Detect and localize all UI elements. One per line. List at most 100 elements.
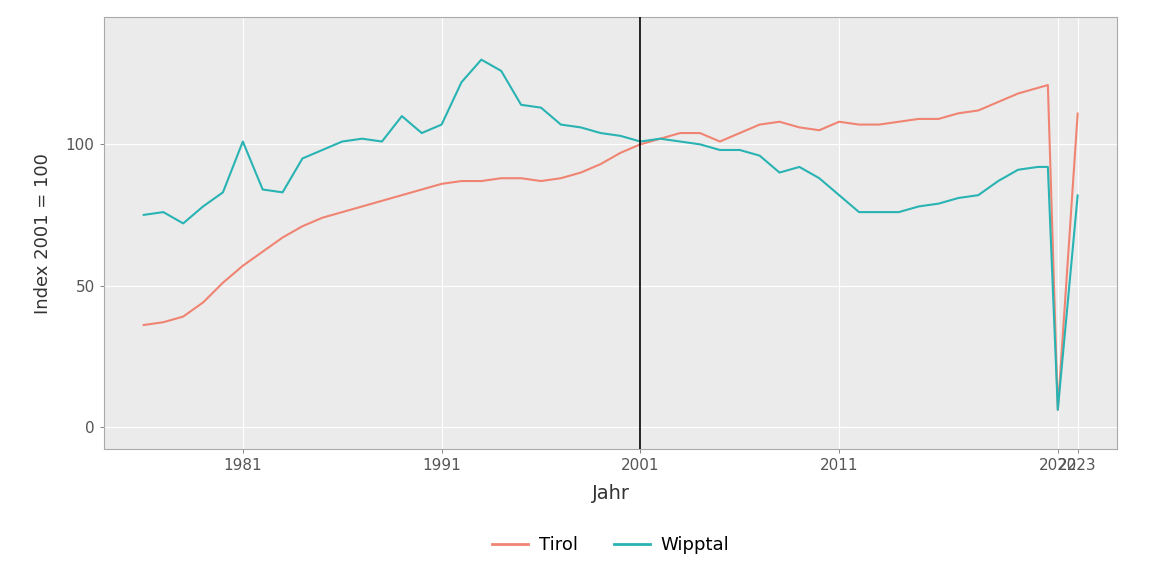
Tirol [535, 177, 548, 184]
Wipptal [812, 175, 826, 181]
Wipptal [335, 138, 349, 145]
Line: Tirol: Tirol [144, 85, 1077, 410]
Wipptal [752, 152, 766, 159]
Legend: Tirol, Wipptal: Tirol, Wipptal [485, 529, 736, 561]
Tirol [694, 130, 707, 137]
Wipptal [733, 146, 746, 153]
Wipptal [872, 209, 886, 215]
Wipptal [376, 138, 389, 145]
Tirol [971, 107, 985, 114]
Tirol [554, 175, 568, 181]
Wipptal [256, 186, 270, 193]
Wipptal [952, 195, 965, 202]
Tirol [376, 198, 389, 204]
Wipptal [475, 56, 488, 63]
Tirol [832, 118, 846, 125]
Wipptal [971, 192, 985, 199]
Tirol [733, 130, 746, 137]
Tirol [892, 118, 905, 125]
Tirol [196, 299, 210, 306]
X-axis label: Jahr: Jahr [592, 484, 629, 503]
Wipptal [494, 67, 508, 74]
Wipptal [1070, 192, 1084, 199]
Wipptal [593, 130, 607, 137]
Wipptal [296, 155, 310, 162]
Tirol [296, 223, 310, 230]
Tirol [673, 130, 687, 137]
Wipptal [176, 220, 190, 227]
Wipptal [137, 211, 151, 218]
Tirol [275, 234, 289, 241]
Tirol [395, 192, 409, 199]
Wipptal [991, 177, 1005, 184]
Tirol [1070, 110, 1084, 117]
Tirol [475, 177, 488, 184]
Wipptal [1041, 164, 1055, 170]
Tirol [355, 203, 369, 210]
Tirol [1051, 406, 1064, 413]
Wipptal [535, 104, 548, 111]
Wipptal [1011, 166, 1025, 173]
Tirol [932, 115, 946, 122]
Wipptal [694, 141, 707, 148]
Wipptal [217, 189, 230, 196]
Tirol [793, 124, 806, 131]
Wipptal [554, 121, 568, 128]
Wipptal [157, 209, 170, 215]
Tirol [812, 127, 826, 134]
Wipptal [832, 192, 846, 199]
Wipptal [236, 138, 250, 145]
Tirol [316, 214, 329, 221]
Wipptal [911, 203, 925, 210]
Line: Wipptal: Wipptal [144, 60, 1077, 410]
Tirol [157, 319, 170, 325]
Tirol [1031, 85, 1045, 92]
Wipptal [1031, 164, 1045, 170]
Tirol [991, 98, 1005, 105]
Wipptal [653, 135, 667, 142]
Tirol [952, 110, 965, 117]
Wipptal [355, 135, 369, 142]
Wipptal [455, 79, 469, 86]
Tirol [1011, 90, 1025, 97]
Wipptal [395, 113, 409, 120]
Tirol [455, 177, 469, 184]
Tirol [434, 180, 448, 187]
Wipptal [316, 146, 329, 153]
Tirol [137, 321, 151, 328]
Wipptal [634, 138, 647, 145]
Wipptal [415, 130, 429, 137]
Wipptal [673, 138, 687, 145]
Wipptal [793, 164, 806, 170]
Wipptal [196, 203, 210, 210]
Tirol [872, 121, 886, 128]
Wipptal [275, 189, 289, 196]
Tirol [752, 121, 766, 128]
Wipptal [514, 101, 528, 108]
Tirol [415, 186, 429, 193]
Wipptal [614, 132, 628, 139]
Tirol [593, 161, 607, 168]
Tirol [653, 135, 667, 142]
Wipptal [434, 121, 448, 128]
Tirol [335, 209, 349, 215]
Tirol [713, 138, 727, 145]
Tirol [634, 141, 647, 148]
Wipptal [932, 200, 946, 207]
Tirol [911, 115, 925, 122]
Tirol [514, 175, 528, 181]
Y-axis label: Index 2001 = 100: Index 2001 = 100 [33, 153, 52, 314]
Wipptal [1051, 406, 1064, 413]
Tirol [614, 149, 628, 156]
Tirol [176, 313, 190, 320]
Wipptal [713, 146, 727, 153]
Tirol [236, 262, 250, 269]
Wipptal [892, 209, 905, 215]
Tirol [1041, 82, 1055, 89]
Wipptal [852, 209, 866, 215]
Wipptal [773, 169, 787, 176]
Tirol [256, 248, 270, 255]
Tirol [574, 169, 588, 176]
Wipptal [574, 124, 588, 131]
Tirol [852, 121, 866, 128]
